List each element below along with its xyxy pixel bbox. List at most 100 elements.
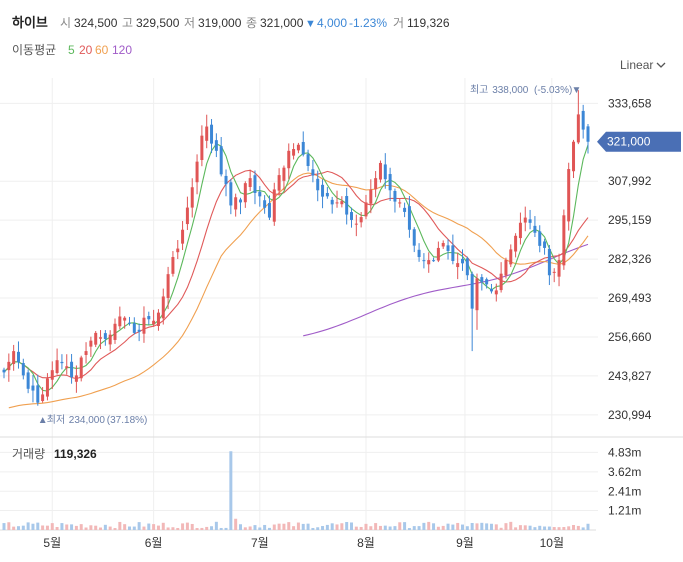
candle-body [224, 175, 228, 185]
candle-body [89, 340, 93, 347]
candle-body [533, 225, 537, 233]
candle-body [489, 288, 493, 292]
candle-body [296, 144, 300, 151]
volume-bar [417, 526, 421, 530]
volume-bar [436, 526, 440, 530]
candle-body [499, 273, 503, 291]
volume-bar [557, 527, 561, 530]
volume-bar [79, 524, 83, 530]
volume-bar [2, 523, 6, 530]
candle-body [171, 257, 175, 274]
volume-bar [210, 526, 214, 530]
candle-body [451, 245, 455, 262]
high-value: 329,500 [136, 16, 180, 30]
volume-bar [514, 527, 518, 530]
volume-bar [21, 525, 25, 530]
candle-body [403, 207, 407, 212]
candle-body [547, 248, 551, 276]
candle-body [523, 217, 527, 223]
volume-bar [70, 524, 74, 530]
ma-120-label: 120 [112, 43, 132, 57]
candle-body [50, 370, 54, 380]
candle-body [494, 290, 498, 295]
candle-body [277, 175, 281, 191]
candle-body [509, 249, 513, 265]
candle-body [374, 178, 378, 190]
price-tick-label: 256,660 [608, 330, 652, 344]
candle-body [427, 260, 431, 265]
candle-body [176, 248, 180, 253]
low-value: 319,000 [198, 16, 242, 30]
candle-body [132, 323, 136, 333]
candle-body [229, 182, 233, 206]
candle-body [359, 217, 363, 223]
candle-body [461, 258, 465, 264]
volume-bar [26, 522, 30, 530]
volume-bar [562, 527, 566, 530]
candle-body [156, 312, 160, 326]
candle-body [263, 200, 267, 208]
scale-selector-label[interactable]: Linear [620, 58, 653, 72]
candle-body [7, 361, 11, 371]
volume-bar [282, 523, 286, 530]
candle-body [287, 150, 291, 169]
volume-bar [36, 522, 40, 530]
volume-bar [60, 523, 64, 530]
candle-body [306, 154, 310, 166]
volume-bar [451, 524, 455, 530]
candle-body [436, 247, 440, 261]
candle-body [113, 323, 117, 340]
volume-bar [345, 522, 349, 530]
volume-bar [504, 523, 508, 530]
max-arrow-icon: ▼ [571, 85, 581, 96]
volume-bar [142, 526, 146, 530]
volume-bar [509, 521, 513, 530]
candle-body [586, 126, 590, 142]
candle-body [195, 161, 199, 183]
volume-bar [427, 521, 431, 530]
candle-body [185, 207, 189, 225]
candle-body [65, 366, 69, 369]
candle-body [99, 337, 103, 339]
candle-body [26, 372, 30, 389]
candle-body [316, 178, 320, 191]
volume-bar [547, 526, 551, 530]
volume-bar [287, 522, 291, 530]
volume-bar [248, 526, 252, 530]
volume-bar [412, 526, 416, 530]
candle-body [518, 222, 522, 239]
volume-bar [12, 526, 16, 530]
month-tick-label: 10월 [540, 536, 564, 550]
max-annotation: 최고 338,000 (-5.03%) ▼ [470, 84, 581, 96]
volume-bar [147, 523, 151, 530]
volume-bar [543, 526, 547, 530]
price-tick-label: 230,994 [608, 408, 652, 422]
candle-body [407, 206, 411, 230]
candle-body [258, 191, 262, 197]
candle-body [267, 203, 271, 218]
stock-name: 하이브 [12, 15, 48, 30]
volume-bar [238, 524, 242, 530]
candle-body [219, 146, 223, 175]
volume-bar [74, 525, 78, 530]
volume-bar [518, 525, 522, 530]
volume-bar [234, 518, 238, 530]
volume-bar [166, 527, 170, 530]
volume-bar [190, 523, 194, 530]
volume-bar [364, 523, 368, 530]
candle-body [321, 184, 325, 197]
volume-bar [219, 527, 223, 530]
candle-body [567, 169, 571, 222]
scale-selector[interactable]: Linear [620, 58, 666, 72]
volume-tick-label: 4.83m [608, 445, 641, 459]
ma-60-label: 60 [95, 43, 109, 57]
candle-body [108, 334, 112, 345]
price-tick-label: 295,159 [608, 213, 652, 227]
volume-bar [127, 526, 131, 530]
chevron-down-icon[interactable] [656, 62, 666, 68]
volume-value: 119,326 [407, 16, 450, 30]
volume-label: 거 [393, 16, 404, 30]
volume-bar [403, 522, 407, 530]
volume-bar [354, 526, 358, 530]
month-tick-label: 5월 [43, 536, 61, 550]
